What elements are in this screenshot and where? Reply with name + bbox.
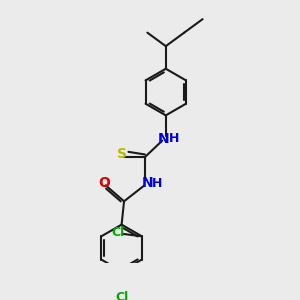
Text: O: O <box>98 176 110 190</box>
Text: Cl: Cl <box>115 291 128 300</box>
Text: H: H <box>169 132 179 146</box>
Text: S: S <box>117 148 127 161</box>
Text: Cl: Cl <box>111 226 124 238</box>
Text: N: N <box>158 132 170 146</box>
Text: N: N <box>142 176 153 190</box>
Text: H: H <box>152 177 162 190</box>
